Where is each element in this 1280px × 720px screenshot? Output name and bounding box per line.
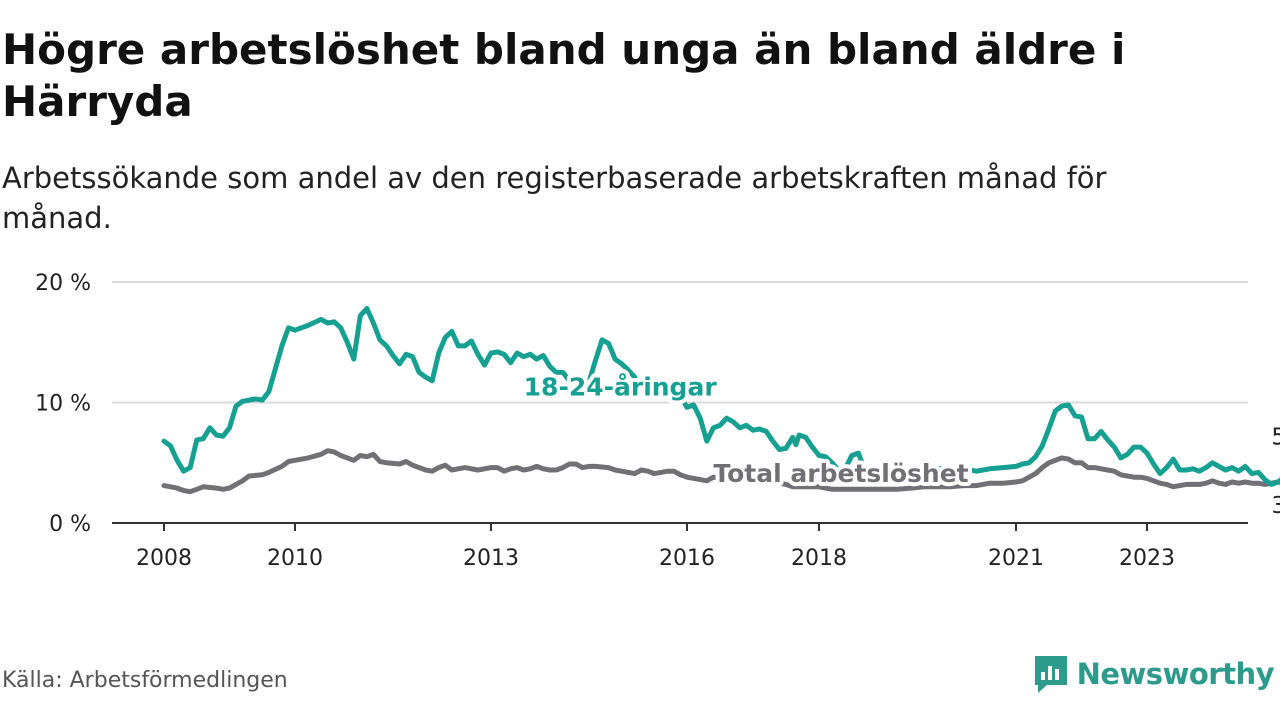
line-chart: 2008 2010 2013 2016 2018 2021 2023 0 % 10 % 20 %… bbox=[35, 271, 1280, 571]
y-axis-labels: 0 % 10 % 20 % bbox=[35, 271, 91, 537]
x-tick-label: 2016 bbox=[659, 546, 715, 571]
series-lines bbox=[161, 306, 1280, 495]
chart-subtitle: Arbetssökande som andel av den registerb… bbox=[2, 161, 1107, 235]
youth-series-label: 18-24-åringar bbox=[524, 372, 718, 401]
y-tick-label: 20 % bbox=[35, 271, 91, 296]
x-tick-label: 2010 bbox=[267, 546, 323, 571]
brand-name: Newsworthy bbox=[1076, 657, 1275, 691]
series-labels: 18-24-åringar Total arbetslöshet 5,1 % 3,4 … bbox=[520, 368, 1280, 522]
youth-line bbox=[161, 306, 1280, 487]
total-end-value: 3,4 % bbox=[1271, 493, 1280, 519]
gridlines bbox=[112, 281, 1248, 404]
y-tick-label: 10 % bbox=[35, 392, 91, 417]
x-tick-label: 2021 bbox=[988, 546, 1044, 571]
x-tick-label: 2018 bbox=[791, 546, 847, 571]
x-tick-label: 2023 bbox=[1119, 546, 1175, 571]
total-series-label: Total arbetslöshet bbox=[713, 459, 968, 488]
x-tick-label: 2013 bbox=[463, 546, 519, 571]
total-line bbox=[161, 448, 1280, 495]
newsworthy-logo[interactable]: Newsworthy bbox=[1033, 652, 1275, 696]
x-tick-label: 2008 bbox=[136, 546, 192, 571]
y-tick-label: 0 % bbox=[49, 512, 91, 537]
newsworthy-logo-icon bbox=[1034, 656, 1067, 693]
youth-end-value: 5,1 % bbox=[1271, 425, 1280, 451]
source-note: Källa: Arbetsförmedlingen bbox=[2, 668, 288, 693]
chart-title: Högre arbetslöshet bland unga än bland ä… bbox=[2, 25, 1126, 126]
x-axis: 2008 2010 2013 2016 2018 2021 2023 bbox=[112, 522, 1248, 571]
